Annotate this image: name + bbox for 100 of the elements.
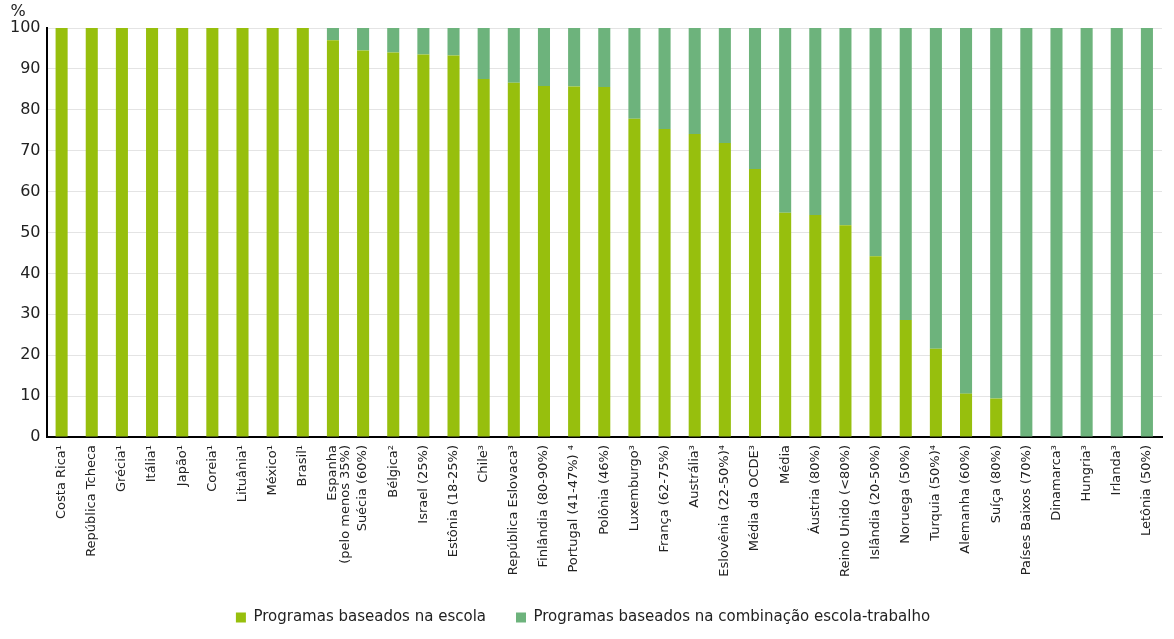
- x-tick-label: França (62-75%): [655, 444, 671, 553]
- x-tick-label: Coreia¹: [203, 444, 219, 492]
- bar: [387, 28, 400, 53]
- bar: [718, 28, 731, 143]
- bar: [357, 50, 370, 437]
- y-tick-label: 10: [20, 385, 41, 405]
- bar: [658, 28, 671, 130]
- bar: [1140, 28, 1153, 437]
- bar: [266, 28, 279, 437]
- bar: [839, 28, 852, 226]
- bar: [688, 28, 701, 134]
- bar: [326, 40, 339, 437]
- x-tick-label: Espanha (pelo menos 35%): [324, 444, 353, 564]
- bar: [206, 28, 219, 437]
- x-tick-label: Suécia (60%): [354, 444, 370, 532]
- bar: [236, 28, 249, 437]
- y-tick-label: 0: [30, 426, 41, 446]
- bar: [417, 54, 430, 437]
- x-tick-label: Suíça (80%): [987, 444, 1003, 524]
- bar: [839, 225, 852, 437]
- bar: [809, 28, 822, 215]
- bar: [447, 28, 460, 56]
- bar: [718, 142, 731, 437]
- x-tick-label: Brasil¹: [294, 444, 310, 487]
- bar: [990, 398, 1003, 437]
- bar: [960, 393, 973, 437]
- bar: [387, 52, 400, 437]
- x-tick-label: Alemanha (60%): [957, 444, 973, 554]
- bar: [1080, 28, 1093, 437]
- bar: [1110, 28, 1123, 437]
- bar: [628, 118, 641, 437]
- legend-label: Programas baseados na escola: [253, 607, 486, 626]
- x-tick-label: Hungria³: [1078, 444, 1094, 502]
- x-tick-label: Grécia¹: [113, 444, 129, 493]
- bar: [899, 28, 912, 321]
- x-tick-label: República Tcheca: [83, 444, 99, 557]
- bar: [568, 28, 581, 87]
- x-tick-label: Noruega (50%): [897, 444, 913, 544]
- x-tick-label: México¹: [264, 444, 280, 496]
- x-tick-label: Polônia (46%): [595, 444, 611, 535]
- bar: [537, 28, 550, 87]
- bar: [477, 28, 490, 80]
- bar: [990, 28, 1003, 399]
- x-tick-label: Média da OCDE³: [746, 444, 762, 552]
- y-tick-label: 30: [20, 303, 41, 323]
- x-tick-label: República Eslovaca³: [505, 444, 521, 576]
- bar: [326, 28, 339, 41]
- bar: [1020, 28, 1033, 437]
- bar: [688, 133, 701, 437]
- bar: [417, 28, 430, 55]
- bar: [357, 28, 370, 51]
- x-tick-label: Austrália³: [686, 444, 702, 508]
- bar: [176, 28, 189, 437]
- x-tick-label: Finlândia (80-90%): [535, 444, 551, 568]
- bar: [809, 214, 822, 437]
- bar: [1050, 28, 1063, 437]
- bar: [628, 28, 641, 119]
- bar: [748, 28, 762, 170]
- x-tick-label: Bélgica²: [384, 444, 400, 498]
- bar: [507, 28, 520, 83]
- bar: [598, 86, 611, 437]
- bar: [115, 28, 128, 437]
- bar: [748, 169, 762, 437]
- y-tick-label: 60: [20, 180, 41, 200]
- x-tick-label: Itália¹: [143, 444, 159, 483]
- x-tick-label: Chile³: [475, 444, 491, 483]
- bar: [598, 28, 611, 87]
- bar: [869, 256, 882, 437]
- x-tick-label: Eslovênia (22-50%)⁴: [716, 444, 732, 577]
- x-tick-label: Irlanda³: [1108, 444, 1124, 496]
- x-tick-label: Reino Unido (<80%): [836, 444, 852, 578]
- x-tick-label: Áustria (80%): [806, 444, 822, 535]
- y-tick-label: 50: [20, 221, 41, 241]
- bar: [146, 28, 159, 437]
- legend-label: Programas baseados na combinação escola-trabalho: [533, 607, 931, 626]
- bar: [537, 86, 550, 437]
- bar: [447, 55, 460, 437]
- bar: [507, 82, 520, 437]
- bar: [899, 320, 912, 437]
- x-tick-label: Portugal (41-47%) ⁴: [565, 444, 581, 573]
- bar: [477, 79, 490, 437]
- x-tick-label: Média: [776, 444, 792, 485]
- y-tick-label: 70: [20, 139, 41, 159]
- y-tick-label: 80: [20, 98, 41, 118]
- bar: [296, 28, 309, 437]
- bar: [568, 86, 581, 437]
- bar: [658, 129, 671, 437]
- x-tick-label: Turquia (50%)⁴: [927, 444, 943, 542]
- bar: [779, 28, 792, 213]
- x-tick-label: Israel (25%): [414, 444, 430, 524]
- bar: [960, 28, 973, 394]
- bar: [929, 28, 942, 349]
- bar: [929, 348, 942, 437]
- y-tick-label: 20: [20, 344, 41, 364]
- x-tick-label: Costa Rica¹: [52, 444, 68, 519]
- x-tick-label: Japão¹: [173, 444, 189, 488]
- bar: [55, 28, 68, 437]
- x-tick-label: Lituânia¹: [233, 444, 249, 503]
- y-tick-label: 90: [20, 58, 41, 78]
- x-tick-label: Luxemburgo³: [625, 444, 641, 532]
